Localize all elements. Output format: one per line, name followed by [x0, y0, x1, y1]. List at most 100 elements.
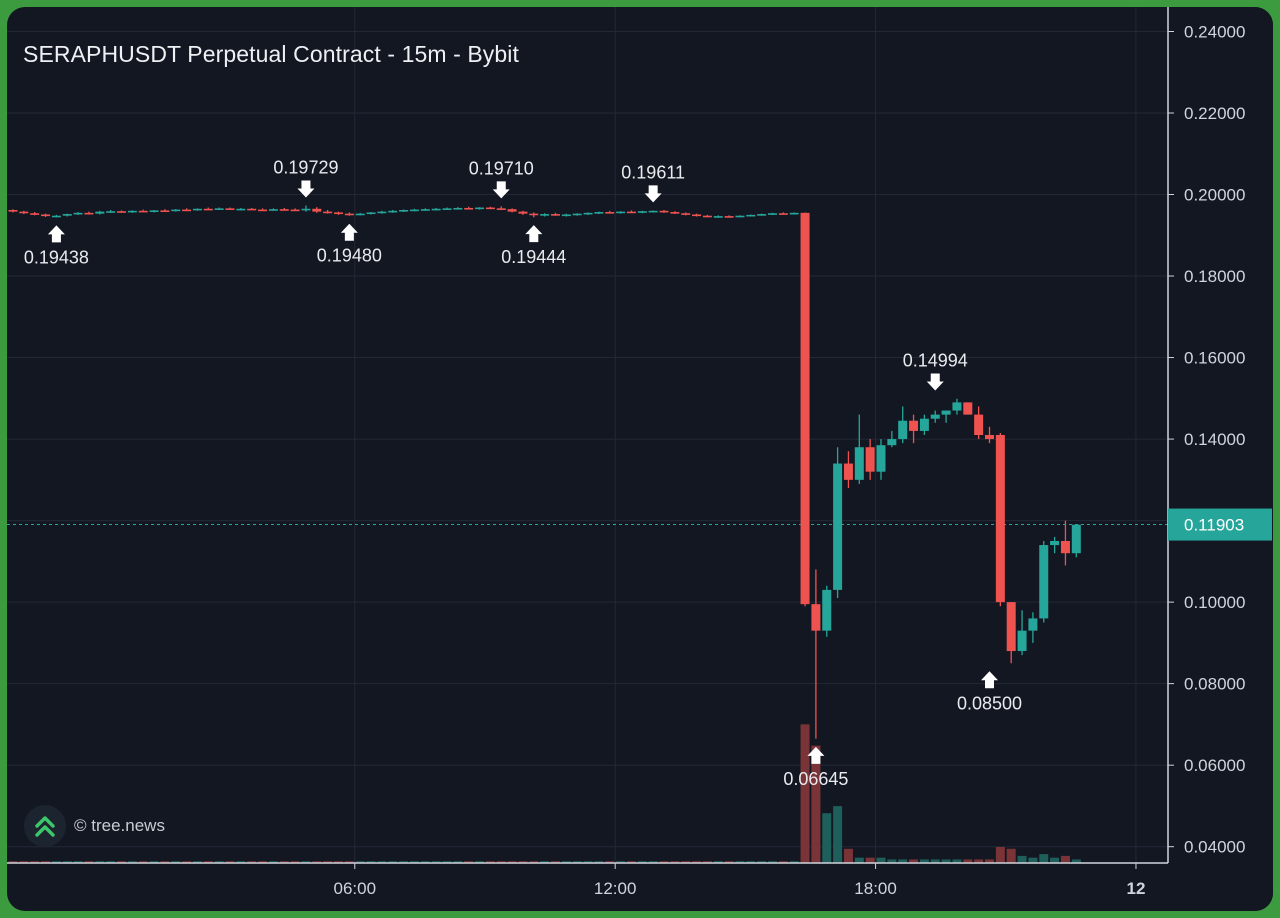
volume-bar: [648, 861, 658, 863]
candle: [442, 207, 452, 210]
candle: [507, 208, 517, 213]
candle-body: [1071, 524, 1081, 554]
volume-bar: [149, 861, 159, 863]
candle-body: [757, 214, 767, 216]
candle: [898, 406, 908, 444]
candle: [203, 207, 213, 211]
volume-bar: [626, 861, 636, 863]
volume-bar: [301, 861, 311, 863]
candle-body: [605, 212, 615, 214]
candle-body: [930, 414, 940, 419]
candle: [377, 210, 387, 214]
volume-bar: [171, 861, 181, 863]
chart-panel: 0.19438 0.19729 0.19480 0.19710 0.19444 0.196…: [7, 7, 1273, 911]
candle: [670, 211, 680, 215]
candle: [724, 215, 734, 218]
volume-bar: [616, 861, 626, 863]
volume-bar: [659, 861, 669, 863]
candle: [811, 569, 821, 739]
candle-body: [963, 402, 973, 415]
volume-bar: [192, 861, 202, 863]
candle-body: [561, 214, 571, 217]
candle: [171, 209, 181, 212]
volume-bar: [1028, 857, 1038, 863]
candle: [1028, 612, 1038, 643]
candle-body: [919, 418, 929, 431]
candle: [692, 213, 702, 217]
annotation-label: 0.19480: [317, 246, 382, 266]
volume-bar: [399, 861, 409, 863]
watermark: © tree.news: [24, 805, 165, 847]
price-tick-label: 0.24000: [1184, 22, 1245, 41]
volume-bars: [8, 724, 1081, 863]
volume-bar: [442, 861, 452, 863]
candle-body: [594, 212, 604, 214]
arrow-up-icon: [981, 671, 998, 689]
arrow-up-icon: [525, 225, 543, 243]
volume-bar: [822, 813, 832, 863]
volume-bar: [475, 861, 485, 863]
volume-bar: [974, 859, 984, 863]
candle: [19, 210, 29, 215]
candle: [963, 402, 973, 415]
candle: [529, 212, 539, 218]
price-chart[interactable]: 0.19438 0.19729 0.19480 0.19710 0.19444 0.196…: [7, 7, 1273, 911]
candle-body: [974, 414, 984, 435]
candle: [757, 213, 767, 216]
annotation-low: 0.08500: [957, 671, 1022, 713]
price-tick-label: 0.06000: [1184, 756, 1245, 775]
volume-bar: [876, 857, 886, 863]
candle-body: [366, 212, 376, 215]
arrow-down-icon: [926, 373, 944, 391]
candle: [62, 213, 72, 217]
candle: [268, 208, 278, 211]
candle: [73, 212, 83, 215]
candle: [626, 210, 636, 214]
candle: [833, 447, 843, 599]
time-axis[interactable]: 06:00 12:00 18:00 12: [334, 863, 1146, 898]
candle-body: [301, 208, 311, 211]
time-tick-label: 18:00: [854, 879, 897, 898]
volume-bar: [757, 861, 767, 863]
volume-bar: [106, 861, 116, 863]
volume-bar: [464, 861, 474, 863]
volume-bar: [898, 859, 908, 863]
candle: [594, 211, 604, 215]
price-tick-label: 0.10000: [1184, 593, 1245, 612]
candle-body: [1006, 602, 1016, 652]
candle-body: [127, 210, 137, 213]
arrow-down-icon: [492, 181, 510, 199]
candle: [323, 209, 333, 214]
volume-bar: [811, 745, 821, 863]
candle: [301, 205, 311, 212]
candle-body: [822, 589, 832, 631]
candle-body: [8, 209, 18, 212]
time-tick-label: 06:00: [334, 879, 377, 898]
candle-body: [800, 212, 810, 605]
volume-bar: [420, 861, 430, 863]
volume-bar: [768, 861, 777, 863]
volume-bar: [778, 861, 788, 863]
candle-body: [95, 211, 105, 214]
price-tick-label: 0.18000: [1184, 267, 1245, 286]
annotation-low: 0.19444: [501, 225, 566, 267]
candle-body: [1017, 630, 1027, 652]
candle: [702, 214, 712, 218]
volume-bar: [941, 859, 951, 863]
candle: [941, 410, 951, 423]
candle-body: [247, 208, 257, 211]
volume-bar: [702, 861, 712, 863]
candle: [355, 212, 365, 216]
candle-body: [854, 447, 864, 480]
candle-body: [626, 211, 636, 214]
candle-body: [681, 213, 691, 215]
candle: [768, 212, 777, 215]
price-axis[interactable]: 0.24000 0.22000 0.20000 0.18000 0.16000 0.140…: [1168, 22, 1245, 857]
candle-body: [540, 214, 550, 216]
volume-bar: [605, 861, 615, 863]
time-tick-label: 12:00: [594, 879, 637, 898]
candle-body: [431, 208, 441, 211]
candle-body: [713, 216, 723, 218]
candle: [930, 410, 940, 423]
price-tick-label: 0.16000: [1184, 349, 1245, 368]
